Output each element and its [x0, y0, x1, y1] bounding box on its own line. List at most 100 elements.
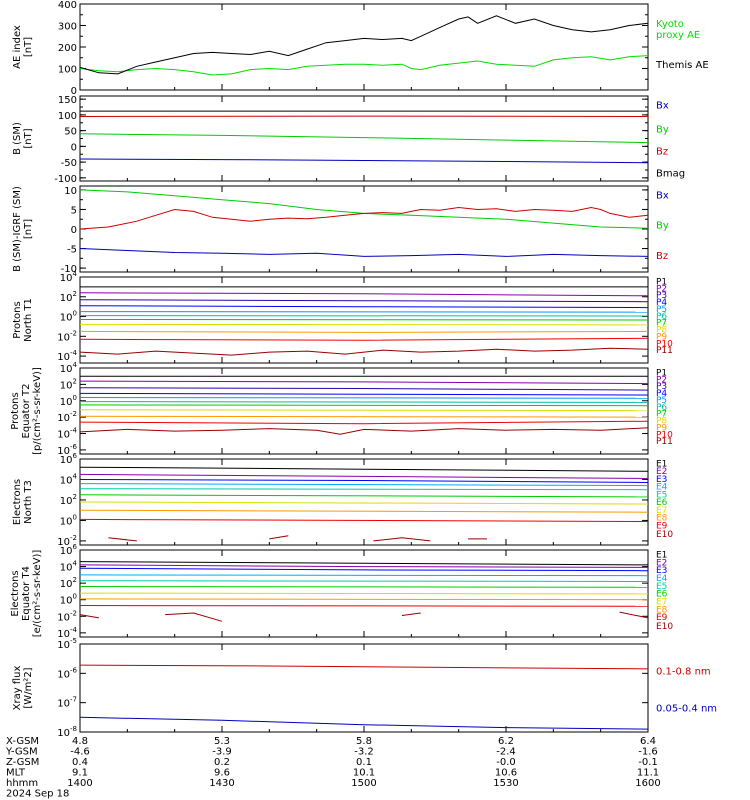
y-tick-label: 10-2 — [57, 410, 77, 424]
y-tick-label: 10-6 — [57, 666, 77, 680]
panel-4: 10-4 10-2 100 102 104 Protons North T1 P1P2P3P4… — [12, 270, 673, 364]
y-tick-label: 0 — [71, 142, 77, 153]
legend-label: P7 — [656, 410, 667, 420]
y-tick-label: 102 — [60, 576, 77, 590]
y-tick-label: 10-2 — [57, 329, 77, 343]
series-line — [79, 592, 649, 595]
ephemeris-value: -3.9 — [212, 747, 232, 758]
legend-label: Bz — [656, 251, 668, 262]
series-line — [373, 537, 431, 542]
legend-label: E3 — [656, 475, 667, 485]
y-tick-label: 106 — [60, 543, 78, 557]
legend-label: E7 — [656, 597, 667, 607]
legend-label: 0.05-0.4 nm — [656, 703, 717, 714]
ephemeris-value: -4.6 — [70, 747, 90, 758]
series-line — [79, 409, 649, 412]
legend-label: P6 — [656, 403, 667, 413]
y-tick-label: 100 — [60, 310, 77, 324]
panel-5: 10-6 10-4 10-2 100 102 104 Protons Equator T2 [p… — [10, 361, 673, 457]
series-line — [79, 586, 649, 588]
series-line — [79, 305, 649, 309]
series-line — [619, 611, 649, 619]
series-line — [79, 614, 99, 619]
legend-label: E9 — [656, 521, 668, 531]
y-axis-label: Electrons — [12, 479, 23, 525]
series-line — [79, 427, 649, 435]
legend-label: E9 — [656, 613, 668, 623]
series-line — [108, 537, 137, 542]
y-tick-label: -100 — [54, 174, 77, 185]
panel-3: -10 -5 0 5 10 B (SM)-IGRF (SM) [nT] Bx By Bz — [12, 185, 669, 275]
legend-label: E10 — [656, 530, 673, 540]
series-line — [79, 133, 649, 144]
ephemeris-value: 0.1 — [356, 757, 372, 768]
y-tick-label: 5 — [71, 205, 77, 216]
ephemeris-value: -1.6 — [638, 747, 658, 758]
legend-label: P5 — [656, 305, 667, 315]
legend-label: E4 — [656, 574, 668, 584]
legend-label: By — [656, 124, 669, 135]
y-tick-label: 104 — [60, 472, 78, 486]
legend-label: P10 — [656, 430, 673, 440]
y-tick-label: -5 — [67, 245, 77, 256]
ephemeris-value: 10.6 — [495, 768, 517, 779]
series-line — [79, 248, 649, 257]
y-axis-label: Protons — [12, 301, 23, 338]
series-line — [165, 612, 223, 622]
series-line — [79, 598, 649, 601]
series-line — [79, 311, 649, 313]
ephemeris-row-label: MLT — [6, 768, 26, 779]
legend-label: P5 — [656, 396, 667, 406]
series-line — [79, 605, 649, 607]
ephemeris-value: 11.1 — [637, 768, 659, 779]
ephemeris-value: 5.3 — [214, 736, 230, 747]
series-line — [79, 55, 649, 76]
ephemeris-row-label: Z-GSM — [6, 757, 39, 768]
y-tick-label: 300 — [58, 22, 77, 33]
y-axis-label: [nT] — [23, 37, 34, 57]
y-tick-label: 400 — [58, 0, 77, 11]
ephemeris-value: 9.6 — [214, 768, 230, 779]
y-axis-label: [nT] — [23, 128, 34, 148]
y-tick-label: 10-4 — [57, 626, 77, 640]
legend-label: 0.1-0.8 nm — [656, 666, 711, 677]
ephemeris-value: -0.0 — [496, 757, 516, 768]
legend-label: P2 — [656, 375, 667, 385]
legend-label: E2 — [656, 558, 667, 568]
ephemeris-row-label: X-GSM — [6, 736, 39, 747]
y-axis-label: North T3 — [23, 480, 34, 524]
legend-label: P1 — [656, 368, 667, 378]
legend-label: P11 — [656, 437, 673, 447]
ephemeris-value: -0.1 — [638, 757, 658, 768]
series-line — [79, 473, 649, 479]
legend-label: P7 — [656, 319, 667, 329]
ephemeris-value: 6.4 — [640, 736, 656, 747]
y-axis-label: Equator T4 — [21, 566, 32, 621]
series-line — [79, 392, 649, 396]
series-line — [79, 580, 649, 582]
series-line — [79, 299, 649, 303]
series-line — [79, 397, 649, 399]
series-line — [79, 564, 649, 568]
legend-label: proxy AE — [656, 30, 700, 41]
series-line — [79, 561, 649, 566]
y-axis-label: Equator T2 — [21, 384, 32, 439]
series-line — [79, 501, 649, 505]
y-axis-label: North T1 — [23, 298, 34, 342]
legend-label: Bx — [656, 101, 669, 112]
ephemeris-value: -2.4 — [496, 747, 516, 758]
y-tick-label: 102 — [60, 290, 77, 304]
ephemeris-table: X-GSM 4.8 5.3 5.8 6.2 6.4 Y-GSM -4.6 -3.9 -3.2 -2.… — [5, 736, 661, 800]
legend-label: Bx — [656, 191, 669, 202]
y-axis-label: [W/m²2] — [23, 667, 34, 708]
y-axis-label: Protons — [10, 392, 21, 429]
y-tick-label: 104 — [60, 270, 78, 284]
legend-label: P10 — [656, 339, 673, 349]
panel-frame — [79, 95, 649, 182]
series-line — [79, 574, 649, 577]
ephemeris-row-label: hhmm — [6, 778, 38, 789]
legend-label: P3 — [656, 382, 667, 392]
legend-label: Kyoto — [656, 19, 684, 30]
